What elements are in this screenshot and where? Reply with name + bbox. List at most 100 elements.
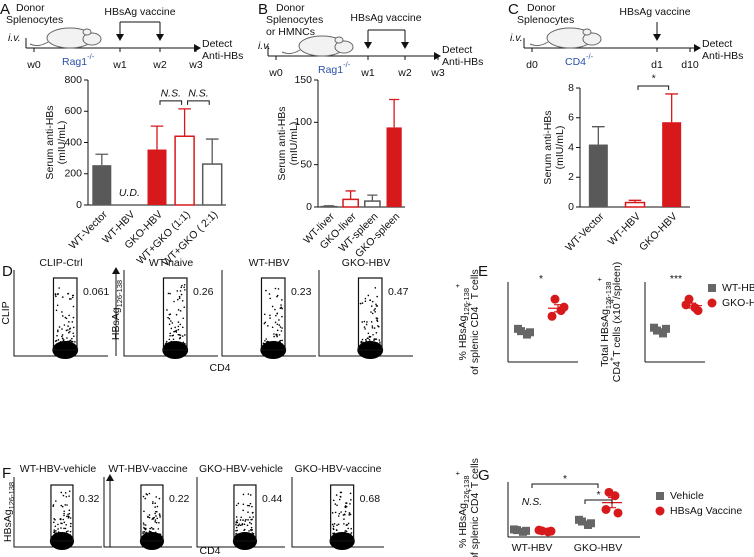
timepoint: d0 bbox=[526, 59, 538, 71]
cell-event bbox=[56, 343, 58, 345]
cell-event bbox=[278, 334, 281, 336]
error-bar bbox=[628, 199, 642, 203]
y-axis-title: HBsAg126-138 bbox=[2, 482, 17, 542]
cell-event bbox=[370, 321, 373, 323]
cell-event bbox=[252, 534, 254, 536]
gate bbox=[140, 484, 164, 542]
cell-event bbox=[60, 491, 63, 494]
cell-event bbox=[176, 290, 179, 292]
cell-event bbox=[237, 524, 239, 527]
mouse-tail bbox=[529, 41, 549, 47]
cell-event bbox=[61, 328, 63, 330]
text-part: Rag1 bbox=[318, 64, 343, 76]
cell-event bbox=[366, 321, 368, 323]
cell-event bbox=[274, 340, 276, 343]
cell-event bbox=[67, 530, 69, 532]
plot-title: WT-naive bbox=[149, 257, 194, 269]
gate bbox=[52, 277, 78, 351]
text-part: (mIU/mL) bbox=[56, 121, 68, 165]
cell-event bbox=[67, 513, 69, 516]
cell-event bbox=[155, 515, 157, 517]
text-part: CD4 bbox=[611, 361, 623, 382]
cell-event bbox=[363, 326, 366, 328]
cell-event bbox=[331, 523, 334, 526]
cell-event bbox=[269, 317, 271, 319]
text-part: 126-138 bbox=[115, 280, 124, 308]
mouse-head bbox=[582, 32, 602, 46]
cell-event bbox=[68, 512, 71, 515]
cell-event bbox=[184, 289, 186, 291]
cell-event bbox=[359, 302, 362, 305]
data-point bbox=[613, 508, 623, 518]
cell-event bbox=[72, 316, 75, 319]
cell-event bbox=[168, 338, 171, 341]
cell-event bbox=[247, 519, 249, 521]
cell-event bbox=[348, 514, 350, 516]
cell-event bbox=[369, 340, 372, 343]
cell-event bbox=[350, 499, 352, 501]
text-part: 126-138 bbox=[604, 282, 613, 310]
cell-event bbox=[52, 504, 55, 506]
y-tick-label: 100 bbox=[294, 116, 312, 128]
cell-event bbox=[144, 497, 147, 500]
cell-event bbox=[250, 522, 253, 525]
cell-event bbox=[343, 518, 345, 520]
cell-event bbox=[159, 533, 162, 536]
cell-event bbox=[168, 317, 171, 320]
annotation: N.S. bbox=[188, 88, 208, 100]
cell-event bbox=[249, 494, 252, 496]
cell-event bbox=[276, 335, 278, 338]
cell-event bbox=[168, 313, 171, 316]
cell-event bbox=[348, 512, 351, 514]
cell-event bbox=[364, 300, 367, 303]
cell-event bbox=[177, 321, 180, 323]
cell-event bbox=[179, 323, 182, 326]
cell-event bbox=[153, 516, 155, 519]
cell-event bbox=[347, 522, 350, 525]
cell-event bbox=[52, 505, 55, 507]
cell-event bbox=[68, 314, 70, 317]
cell-event bbox=[171, 334, 174, 337]
cell-event bbox=[61, 335, 63, 338]
error-bar bbox=[592, 126, 605, 145]
cell-event bbox=[376, 295, 378, 298]
bracket bbox=[637, 85, 670, 90]
timepoint: d1 bbox=[651, 59, 663, 71]
cell-event bbox=[374, 341, 377, 344]
cell-event bbox=[66, 515, 68, 518]
cell-event bbox=[179, 290, 182, 292]
cell-event bbox=[276, 294, 279, 297]
gate-percent: 0.26 bbox=[193, 286, 214, 298]
cell-event bbox=[155, 496, 158, 498]
cell-event bbox=[272, 342, 274, 345]
cell-event bbox=[175, 331, 178, 333]
cell-event bbox=[166, 343, 168, 345]
cell-event bbox=[334, 511, 337, 514]
cell-event bbox=[55, 295, 57, 298]
data-point bbox=[547, 311, 557, 321]
cell-event bbox=[65, 533, 68, 536]
cell-event bbox=[332, 533, 335, 535]
timepoint: d10 bbox=[681, 59, 699, 71]
cell-event bbox=[239, 534, 242, 536]
cell-event bbox=[67, 293, 69, 295]
annotation: * bbox=[563, 473, 567, 485]
gate bbox=[50, 484, 74, 542]
cell-event bbox=[168, 323, 171, 326]
cell-event bbox=[69, 530, 72, 533]
cell-event bbox=[281, 299, 283, 301]
legend-label: WT-HBV bbox=[722, 282, 754, 294]
data-point bbox=[601, 505, 611, 514]
y-axis-title: of splenic CD4+ T cells bbox=[465, 269, 480, 375]
cell-event bbox=[67, 325, 69, 327]
annotation: * bbox=[596, 489, 600, 501]
cell-event bbox=[345, 505, 348, 508]
cell-event bbox=[278, 324, 281, 326]
gate-percent: 0.47 bbox=[388, 286, 409, 298]
gate bbox=[233, 484, 257, 542]
cell-event bbox=[240, 516, 242, 519]
cell-event bbox=[65, 495, 68, 498]
bar bbox=[147, 149, 167, 205]
cell-event bbox=[343, 513, 346, 516]
cell-event bbox=[373, 338, 376, 340]
